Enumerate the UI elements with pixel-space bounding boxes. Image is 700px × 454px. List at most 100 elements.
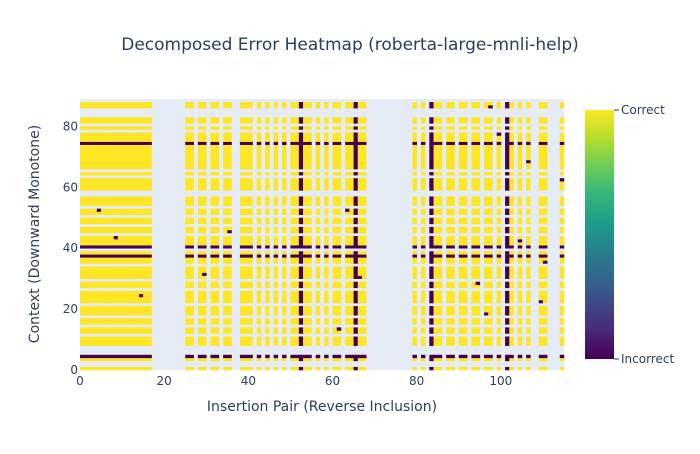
heatmap-cell	[471, 354, 476, 359]
heatmap-cell	[147, 366, 152, 371]
heatmap-cell	[542, 138, 548, 142]
heatmap-cell	[294, 211, 300, 215]
heatmap-cell	[324, 272, 329, 276]
heatmap-cell	[273, 321, 279, 325]
heatmap-cell	[290, 272, 295, 276]
heatmap-cell	[526, 135, 531, 139]
heatmap-cell	[505, 105, 510, 109]
heatmap-cell	[244, 275, 249, 279]
heatmap-cell	[273, 220, 279, 225]
x-tick-label: 100	[489, 374, 512, 388]
heatmap-cell	[256, 181, 262, 185]
heatmap-cell	[324, 150, 329, 155]
heatmap-cell	[223, 102, 228, 106]
heatmap-cell	[433, 120, 439, 124]
heatmap-cell	[496, 199, 502, 203]
heatmap-cell	[324, 284, 329, 289]
heatmap-cell	[290, 342, 295, 346]
heatmap-cell	[105, 135, 110, 139]
heatmap-cell	[446, 342, 451, 346]
heatmap-cell	[332, 242, 338, 246]
heatmap-cell	[353, 220, 359, 225]
heatmap-cell	[496, 239, 502, 243]
heatmap-cell	[273, 336, 279, 340]
heatmap-cell	[484, 208, 489, 212]
heatmap-cell	[122, 147, 127, 152]
heatmap-cell	[496, 290, 502, 295]
heatmap-cell	[357, 184, 363, 188]
heatmap-cell	[227, 196, 232, 200]
heatmap-cell	[433, 159, 439, 164]
heatmap-cell	[134, 141, 140, 145]
heatmap-cell	[239, 306, 245, 310]
heatmap-cell	[345, 260, 350, 264]
heatmap-cell	[505, 102, 510, 106]
heatmap-cell	[282, 251, 287, 255]
heatmap-cell	[223, 199, 228, 203]
heatmap-cell	[538, 135, 544, 139]
heatmap-cell	[509, 105, 514, 109]
heatmap-cell	[80, 138, 85, 142]
heatmap-cell	[357, 281, 363, 286]
heatmap-cell	[248, 132, 253, 136]
heatmap-cell	[412, 199, 417, 203]
heatmap-cell	[109, 321, 114, 325]
heatmap-cell	[282, 150, 287, 155]
heatmap-cell	[559, 211, 565, 215]
heatmap-cell	[117, 147, 123, 152]
heatmap-cell	[471, 290, 476, 295]
heatmap-cell	[273, 132, 279, 136]
heatmap-cell	[202, 150, 207, 155]
heatmap-row	[80, 199, 565, 203]
heatmap-cell	[92, 260, 98, 264]
heatmap-cell	[92, 135, 98, 139]
heatmap-cell	[185, 150, 190, 155]
heatmap-cell	[80, 196, 85, 200]
heatmap-cell	[84, 217, 89, 222]
heatmap-cell	[138, 147, 144, 152]
heatmap-cell	[526, 254, 531, 258]
heatmap-cell	[214, 281, 220, 286]
heatmap-cell	[315, 208, 321, 212]
heatmap-cell	[223, 162, 228, 167]
heatmap-cell	[282, 321, 287, 325]
heatmap-cell	[412, 220, 417, 225]
heatmap-cell	[189, 172, 194, 176]
heatmap-cell	[105, 199, 110, 203]
heatmap-cell	[88, 217, 93, 222]
heatmap-cell	[80, 229, 85, 234]
heatmap-cell	[80, 306, 85, 310]
heatmap-cell	[134, 342, 140, 346]
heatmap-cell	[433, 272, 439, 276]
heatmap-cell	[130, 290, 136, 295]
heatmap-cell	[147, 208, 152, 212]
heatmap-cell	[92, 366, 98, 371]
heatmap-cell	[113, 281, 119, 286]
heatmap-cell	[420, 150, 426, 155]
heatmap-cell	[244, 312, 249, 316]
heatmap-cell	[433, 342, 439, 346]
heatmap-cell	[223, 178, 228, 182]
heatmap-cell	[282, 165, 287, 170]
heatmap-cell	[134, 354, 140, 359]
heatmap-cell	[349, 236, 354, 240]
heatmap-cell	[244, 272, 249, 276]
heatmap-cell	[488, 366, 493, 371]
heatmap-cell	[189, 342, 194, 346]
heatmap-cell	[526, 196, 531, 200]
heatmap-cell	[109, 153, 114, 158]
heatmap-cell	[214, 342, 220, 346]
heatmap-cell	[517, 132, 523, 136]
heatmap-cell	[248, 165, 253, 170]
heatmap-cell	[462, 102, 468, 106]
heatmap-cell	[117, 159, 123, 164]
heatmap-cell	[505, 299, 510, 304]
heatmap-cell	[248, 147, 253, 152]
heatmap-cell	[357, 181, 363, 185]
heatmap-cell	[265, 281, 270, 286]
heatmap-cell	[248, 357, 253, 362]
heatmap-cell	[265, 272, 270, 276]
heatmap-cell	[412, 202, 417, 206]
heatmap-cell	[294, 354, 300, 359]
heatmap-cell	[134, 150, 140, 155]
